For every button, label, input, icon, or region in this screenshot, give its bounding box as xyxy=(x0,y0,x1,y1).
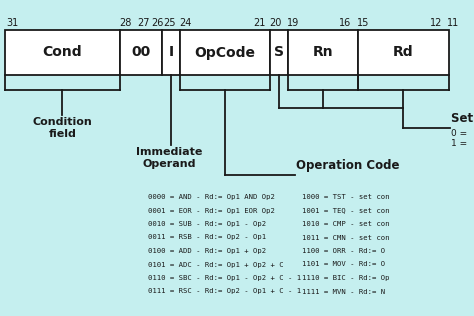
Text: 1001 = TEQ - set con: 1001 = TEQ - set con xyxy=(302,208,390,214)
Text: 0101 = ADC - Rd:= Op1 + Op2 + C: 0101 = ADC - Rd:= Op1 + Op2 + C xyxy=(148,262,283,268)
Text: 0001 = EOR - Rd:= Op1 EOR Op2: 0001 = EOR - Rd:= Op1 EOR Op2 xyxy=(148,208,275,214)
Bar xyxy=(180,30,270,75)
Text: S: S xyxy=(274,46,284,59)
Text: 1110 = BIC - Rd:= Op: 1110 = BIC - Rd:= Op xyxy=(302,275,390,281)
Text: 20: 20 xyxy=(269,18,282,28)
Text: 19: 19 xyxy=(287,18,299,28)
Text: 1000 = TST - set con: 1000 = TST - set con xyxy=(302,194,390,200)
Text: 26: 26 xyxy=(151,18,164,28)
Text: 1011 = CMN - set con: 1011 = CMN - set con xyxy=(302,234,390,240)
Text: 1101 = MOV - Rd:= O: 1101 = MOV - Rd:= O xyxy=(302,262,385,268)
Text: Set c: Set c xyxy=(451,112,474,125)
Bar xyxy=(270,30,288,75)
Text: 15: 15 xyxy=(357,18,369,28)
Bar xyxy=(5,30,120,75)
Bar xyxy=(120,30,162,75)
Text: 1111 = MVN - Rd:= N: 1111 = MVN - Rd:= N xyxy=(302,289,385,295)
Text: 31: 31 xyxy=(6,18,18,28)
Text: 0010 = SUB - Rd:= Op1 - Op2: 0010 = SUB - Rd:= Op1 - Op2 xyxy=(148,221,266,227)
Text: 25: 25 xyxy=(163,18,175,28)
Text: 16: 16 xyxy=(339,18,351,28)
Text: 0100 = ADD - Rd:= Op1 + Op2: 0100 = ADD - Rd:= Op1 + Op2 xyxy=(148,248,266,254)
Text: 28: 28 xyxy=(119,18,131,28)
Bar xyxy=(358,30,449,75)
Text: Operation Code: Operation Code xyxy=(296,159,400,172)
Text: OpCode: OpCode xyxy=(194,46,255,59)
Bar xyxy=(162,30,180,75)
Text: Immediate
Operand: Immediate Operand xyxy=(136,147,202,169)
Text: Rn: Rn xyxy=(313,46,333,59)
Text: 27: 27 xyxy=(137,18,149,28)
Text: 00: 00 xyxy=(131,46,151,59)
Text: 21: 21 xyxy=(253,18,265,28)
Text: 0000 = AND - Rd:= Op1 AND Op2: 0000 = AND - Rd:= Op1 AND Op2 xyxy=(148,194,275,200)
Text: 0011 = RSB - Rd:= Op2 - Op1: 0011 = RSB - Rd:= Op2 - Op1 xyxy=(148,234,266,240)
Text: I: I xyxy=(168,46,173,59)
Text: 0111 = RSC - Rd:= Op2 - Op1 + C - 1: 0111 = RSC - Rd:= Op2 - Op1 + C - 1 xyxy=(148,289,301,295)
Text: 24: 24 xyxy=(179,18,191,28)
Text: 0110 = SBC - Rd:= Op1 - Op2 + C - 1: 0110 = SBC - Rd:= Op1 - Op2 + C - 1 xyxy=(148,275,301,281)
Text: 1010 = CMP - set con: 1010 = CMP - set con xyxy=(302,221,390,227)
Text: 12: 12 xyxy=(430,18,442,28)
Text: Rd: Rd xyxy=(393,46,414,59)
Text: 11: 11 xyxy=(447,18,459,28)
Text: 0 =
1 =: 0 = 1 = xyxy=(451,129,467,149)
Bar xyxy=(288,30,358,75)
Text: Condition
field: Condition field xyxy=(33,117,92,139)
Text: Cond: Cond xyxy=(43,46,82,59)
Text: 1100 = ORR - Rd:= O: 1100 = ORR - Rd:= O xyxy=(302,248,385,254)
